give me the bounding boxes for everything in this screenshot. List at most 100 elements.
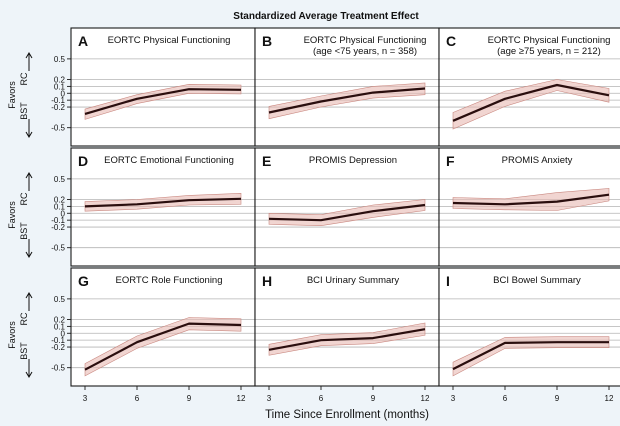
panel-f: F PROMIS Anxiety xyxy=(438,147,620,267)
panel-letter: F xyxy=(446,153,455,169)
panel-g: G EORTC Role Functioning0.50.20.10-0.1-0.… xyxy=(7,267,256,403)
panel-a: A EORTC Physical Functioning0.50.20.10-0.… xyxy=(7,27,256,147)
panel-letter: D xyxy=(78,153,88,169)
arrow-up-icon xyxy=(25,292,33,299)
arrow-down-icon xyxy=(25,131,33,138)
panel-letter: I xyxy=(446,273,450,289)
effect-line xyxy=(268,203,426,222)
effect-line xyxy=(268,87,426,114)
y-tick-label: -0.2 xyxy=(51,343,65,352)
panel-frame xyxy=(438,267,620,387)
confidence-band xyxy=(452,336,610,377)
x-tick-label: 12 xyxy=(237,394,246,403)
y-tick-label: -0.1 xyxy=(51,96,65,105)
effect-line xyxy=(268,328,426,351)
panel-title: PROMIS Anxiety xyxy=(502,155,573,166)
x-tick-label: 12 xyxy=(605,394,614,403)
effect-line xyxy=(84,88,242,115)
y-tick-label: 0.1 xyxy=(54,322,66,331)
y-tick-label: 0.5 xyxy=(54,175,66,184)
panel-letter: A xyxy=(78,33,88,49)
favors-label: Favors xyxy=(7,201,17,229)
panel-frame xyxy=(438,27,620,147)
panel-letter: G xyxy=(78,273,89,289)
y-tick-label: 0.5 xyxy=(54,55,66,64)
panel-title: (age <75 years, n = 358) xyxy=(313,46,417,57)
panel-title: EORTC Role Functioning xyxy=(115,275,222,286)
y-tick-label: -0.5 xyxy=(51,244,65,253)
y-tick-label: -0.5 xyxy=(51,364,65,373)
effect-line xyxy=(84,197,242,208)
x-tick-label: 9 xyxy=(371,394,376,403)
y-tick-label: 0.1 xyxy=(54,82,66,91)
y-tick-label: 0.2 xyxy=(54,76,66,85)
x-axis-label: Time Since Enrollment (months) xyxy=(265,409,429,421)
panel-letter: E xyxy=(262,153,271,169)
panel-e: E PROMIS Depression xyxy=(254,147,440,267)
panel-letter: B xyxy=(262,33,272,49)
y-tick-label: -0.2 xyxy=(51,103,65,112)
rc-label: RC xyxy=(19,72,29,85)
y-tick-label: 0.2 xyxy=(54,196,66,205)
panel-frame xyxy=(438,147,620,267)
x-tick-label: 3 xyxy=(267,394,272,403)
rc-label: RC xyxy=(19,192,29,205)
panel-title: EORTC Physical Functioning xyxy=(488,35,611,46)
panel-title: EORTC Physical Functioning xyxy=(108,35,231,46)
panel-letter: C xyxy=(446,33,456,49)
effect-line xyxy=(452,83,610,122)
panel-d: D EORTC Emotional Functioning0.50.20.10-0… xyxy=(7,147,256,267)
x-tick-label: 6 xyxy=(503,394,508,403)
y-tick-label: -0.2 xyxy=(51,223,65,232)
panel-b: B EORTC Physical Functioning(age <75 year… xyxy=(254,27,440,147)
arrow-up-icon xyxy=(25,52,33,59)
effect-line xyxy=(452,193,610,206)
panel-c: C EORTC Physical Functioning(age ≥75 year… xyxy=(438,27,620,147)
arrow-up-icon xyxy=(25,172,33,179)
panel-title: (age ≥75 years, n = 212) xyxy=(497,46,601,57)
x-tick-label: 6 xyxy=(135,394,140,403)
x-tick-label: 3 xyxy=(451,394,456,403)
y-tick-label: -0.1 xyxy=(51,216,65,225)
panel-title: EORTC Physical Functioning xyxy=(304,35,427,46)
panel-title: PROMIS Depression xyxy=(309,155,397,166)
y-tick-label: 0.1 xyxy=(54,202,66,211)
x-tick-label: 12 xyxy=(421,394,430,403)
favors-label: Favors xyxy=(7,321,17,349)
x-tick-label: 3 xyxy=(83,394,88,403)
arrow-down-icon xyxy=(25,371,33,378)
y-tick-label: 0 xyxy=(61,209,66,218)
bst-label: BST xyxy=(19,102,29,120)
x-tick-label: 6 xyxy=(319,394,324,403)
panel-h: H BCI Urinary Summary 3 6 9 12 xyxy=(254,267,440,403)
y-tick-label: 0.2 xyxy=(54,316,66,325)
arrow-down-icon xyxy=(25,251,33,258)
panel-grid: A EORTC Physical Functioning0.50.20.10-0.… xyxy=(7,27,620,403)
effect-line xyxy=(84,322,242,371)
confidence-band xyxy=(452,79,610,130)
y-tick-label: 0.5 xyxy=(54,295,66,304)
bst-label: BST xyxy=(19,342,29,360)
y-tick-label: -0.1 xyxy=(51,336,65,345)
figure-title: Standardized Average Treatment Effect xyxy=(233,11,419,22)
panel-i: I BCI Bowel Summary 3 6 9 12 xyxy=(438,267,620,403)
panel-title: EORTC Emotional Functioning xyxy=(104,155,234,166)
bst-label: BST xyxy=(19,222,29,240)
y-tick-label: -0.5 xyxy=(51,124,65,133)
x-tick-label: 9 xyxy=(555,394,560,403)
confidence-band xyxy=(84,83,242,120)
favors-label: Favors xyxy=(7,81,17,109)
rc-label: RC xyxy=(19,312,29,325)
y-tick-label: 0 xyxy=(61,329,66,338)
confidence-band xyxy=(84,317,242,377)
effect-line xyxy=(452,341,609,371)
panel-letter: H xyxy=(262,273,272,289)
panel-title: BCI Urinary Summary xyxy=(307,275,400,286)
x-tick-label: 9 xyxy=(187,394,192,403)
y-tick-label: 0 xyxy=(61,89,66,98)
panel-title: BCI Bowel Summary xyxy=(493,275,581,286)
